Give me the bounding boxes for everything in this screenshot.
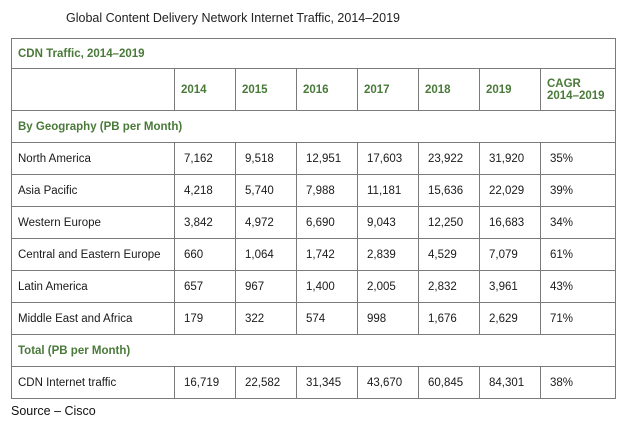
value-cell: 60,845 xyxy=(418,366,480,399)
table-row: Middle East and Africa 179 322 574 998 1,676 2… xyxy=(11,302,617,335)
cagr-cell: 61% xyxy=(539,238,617,271)
cagr-cell: 39% xyxy=(539,174,617,207)
value-cell: 7,079 xyxy=(479,238,541,271)
column-header: 2016 xyxy=(296,68,358,111)
table-caption: CDN Traffic, 2014–2019 xyxy=(10,38,617,69)
value-cell: 2,005 xyxy=(357,270,419,303)
value-cell: 23,922 xyxy=(418,142,480,175)
value-cell: 12,250 xyxy=(418,206,480,239)
value-cell: 16,719 xyxy=(174,366,236,399)
value-cell: 998 xyxy=(357,302,419,335)
value-cell: 179 xyxy=(174,302,236,335)
value-cell: 3,961 xyxy=(479,270,541,303)
value-cell: 7,162 xyxy=(174,142,236,175)
table-row: North America 7,162 9,518 12,951 17,603 23,92… xyxy=(11,142,617,175)
value-cell: 1,400 xyxy=(296,270,358,303)
cagr-cell: 43% xyxy=(539,270,617,303)
column-header: 2017 xyxy=(357,68,419,111)
value-cell: 1,064 xyxy=(235,238,297,271)
value-cell: 2,832 xyxy=(418,270,480,303)
cdn-traffic-table: CDN Traffic, 2014–2019 2014 2015 2016 20… xyxy=(10,38,617,399)
value-cell: 9,518 xyxy=(235,142,297,175)
value-cell: 322 xyxy=(235,302,297,335)
column-header: 2018 xyxy=(418,68,480,111)
value-cell: 3,842 xyxy=(174,206,236,239)
row-label: Asia Pacific xyxy=(11,174,175,207)
cagr-cell: 38% xyxy=(539,366,617,399)
value-cell: 9,043 xyxy=(357,206,419,239)
value-cell: 657 xyxy=(174,270,236,303)
cagr-cell: 71% xyxy=(539,302,617,335)
value-cell: 2,629 xyxy=(479,302,541,335)
section-label: Total (PB per Month) xyxy=(10,334,617,367)
section-row: Total (PB per Month) xyxy=(10,334,617,367)
table-row: Western Europe 3,842 4,972 6,690 9,043 12,250… xyxy=(11,206,617,239)
row-label: CDN Internet traffic xyxy=(11,366,175,399)
value-cell: 43,670 xyxy=(357,366,419,399)
cagr-header-line2: 2014–2019 xyxy=(547,89,605,102)
row-label: Central and Eastern Europe xyxy=(11,238,175,271)
value-cell: 4,529 xyxy=(418,238,480,271)
cagr-cell: 35% xyxy=(539,142,617,175)
cagr-header: CAGR 2014–2019 xyxy=(539,68,617,111)
section-label: By Geography (PB per Month) xyxy=(10,110,617,143)
row-label: Middle East and Africa xyxy=(11,302,175,335)
cagr-cell: 34% xyxy=(539,206,617,239)
section-row: By Geography (PB per Month) xyxy=(10,110,617,143)
table-row: Central and Eastern Europe 660 1,064 1,742 2… xyxy=(11,238,617,271)
value-cell: 7,988 xyxy=(296,174,358,207)
value-cell: 4,218 xyxy=(174,174,236,207)
value-cell: 31,345 xyxy=(296,366,358,399)
value-cell: 22,582 xyxy=(235,366,297,399)
value-cell: 574 xyxy=(296,302,358,335)
value-cell: 84,301 xyxy=(479,366,541,399)
value-cell: 4,972 xyxy=(235,206,297,239)
page-title: Global Content Delivery Network Internet… xyxy=(66,11,400,25)
value-cell: 12,951 xyxy=(296,142,358,175)
value-cell: 6,690 xyxy=(296,206,358,239)
value-cell: 967 xyxy=(235,270,297,303)
table-row: Asia Pacific 4,218 5,740 7,988 11,181 15,636 2… xyxy=(11,174,617,207)
column-header: 2015 xyxy=(235,68,297,111)
value-cell: 22,029 xyxy=(479,174,541,207)
value-cell: 17,603 xyxy=(357,142,419,175)
value-cell: 31,920 xyxy=(479,142,541,175)
source-note: Source – Cisco xyxy=(11,404,96,418)
row-label: Western Europe xyxy=(11,206,175,239)
value-cell: 5,740 xyxy=(235,174,297,207)
header-empty-cell xyxy=(11,68,175,111)
table-row: CDN Internet traffic 16,719 22,582 31,345 43… xyxy=(11,366,617,399)
value-cell: 16,683 xyxy=(479,206,541,239)
value-cell: 660 xyxy=(174,238,236,271)
table-row: Latin America 657 967 1,400 2,005 2,832 3,961 4… xyxy=(11,270,617,303)
row-label: North America xyxy=(11,142,175,175)
cagr-header-line1: CAGR xyxy=(547,77,581,90)
value-cell: 2,839 xyxy=(357,238,419,271)
column-header: 2019 xyxy=(479,68,541,111)
value-cell: 15,636 xyxy=(418,174,480,207)
value-cell: 11,181 xyxy=(357,174,419,207)
value-cell: 1,742 xyxy=(296,238,358,271)
row-label: Latin America xyxy=(11,270,175,303)
value-cell: 1,676 xyxy=(418,302,480,335)
column-header: 2014 xyxy=(174,68,236,111)
